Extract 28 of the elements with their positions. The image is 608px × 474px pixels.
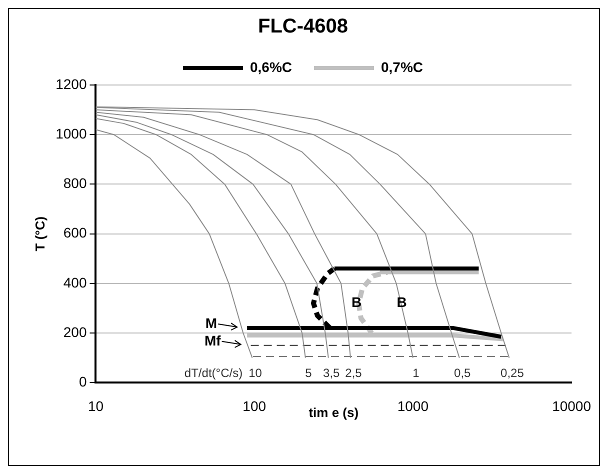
x-tick-label: 10000 <box>552 398 592 414</box>
y-tick-label: 400 <box>63 274 87 290</box>
annotation: M <box>205 314 218 331</box>
y-tick-label: 1000 <box>56 125 87 142</box>
x-tick-label: 100 <box>242 398 266 414</box>
annotation: dT/dt(°C/s) <box>184 366 243 380</box>
y-tick-label: 600 <box>63 224 87 241</box>
y-axis-title: T (°C) <box>32 216 48 252</box>
x-axis-title: tim e (s) <box>308 404 359 420</box>
annotation: Mf <box>204 332 222 348</box>
y-tick-label: 800 <box>63 175 87 192</box>
annotation: 1 <box>412 366 420 380</box>
x-tick-label: 10 <box>88 398 104 414</box>
y-tick-label: 200 <box>63 324 87 340</box>
annotation: 3,5 <box>323 366 340 380</box>
annotation: 5 <box>305 366 312 380</box>
y-tick-label: 0 <box>78 373 87 390</box>
annotation: B <box>351 294 362 310</box>
annotation: 0,5 <box>454 366 472 380</box>
annotation: 10 <box>248 366 262 380</box>
annotation: B <box>396 294 407 310</box>
x-tick-label: 1000 <box>397 398 429 414</box>
annotation: 2,5 <box>345 366 362 380</box>
legend-label: 0,7%C <box>381 58 424 75</box>
annotation: 0,25 <box>500 366 524 380</box>
y-tick-label: 1200 <box>56 76 87 92</box>
chart-title: FLC-4608 <box>258 16 348 38</box>
legend-label: 0,6%C <box>250 58 292 75</box>
